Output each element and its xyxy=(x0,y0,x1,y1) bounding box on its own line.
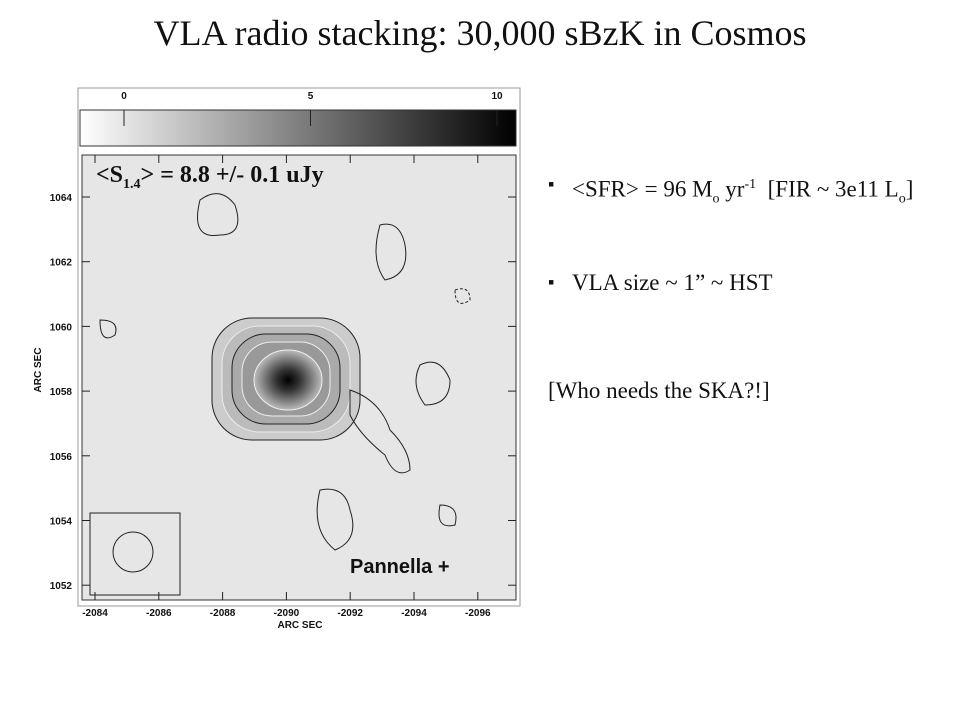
y-tick-label: 1054 xyxy=(50,517,73,528)
text: ] xyxy=(905,176,914,202)
central-source xyxy=(211,317,411,474)
subscript: o xyxy=(712,191,720,207)
text: VLA size ~ 1” ~ HST xyxy=(572,270,773,295)
contours xyxy=(89,193,471,596)
x-tick-label: -2096 xyxy=(465,608,491,619)
y-tick-label: 1064 xyxy=(50,193,73,204)
x-tick-label: -2084 xyxy=(82,608,108,619)
note: [Who needs the SKA?!] xyxy=(548,378,770,403)
x-tick-label: -2086 xyxy=(146,608,172,619)
slide-title: VLA radio stacking: 30,000 sBzK in Cosmo… xyxy=(153,13,807,53)
colorbar-tick-label: 5 xyxy=(308,91,314,102)
credit: Pannella + xyxy=(350,556,450,578)
x-tick-label: -2090 xyxy=(274,608,300,619)
text: yr xyxy=(719,176,745,202)
y-tick-label: 1060 xyxy=(50,322,73,333)
text: > = 8.8 +/- 0.1 uJy xyxy=(140,162,324,188)
subscript: o xyxy=(898,191,906,207)
y-tick-label: 1052 xyxy=(50,581,73,592)
x-tick-label: -2094 xyxy=(401,608,427,619)
subscript: 1.4 xyxy=(123,176,141,192)
flux-label: <S1.4> = 8.8 +/- 0.1 uJy xyxy=(96,162,324,193)
y-tick-label: 1062 xyxy=(50,258,73,269)
colorbar xyxy=(79,109,517,147)
x-tick-label: -2088 xyxy=(210,608,236,619)
superscript: -1 xyxy=(744,177,757,192)
map-frame xyxy=(81,154,517,601)
bullet: VLA size ~ 1” ~ HST xyxy=(548,264,943,301)
text: <SFR> = 96 M xyxy=(572,176,713,202)
x-axis-label: ARC SEC xyxy=(277,620,322,631)
bullet: <SFR> = 96 Mo yr-1 [FIR ~ 3e11 Lo] xyxy=(548,166,943,217)
y-axis-label: ARC SEC xyxy=(33,347,44,392)
y-tick-label: 1056 xyxy=(50,452,73,463)
y-tick-label: 1058 xyxy=(50,387,73,398)
colorbar-tick-label: 0 xyxy=(121,91,127,102)
x-tick-label: -2092 xyxy=(337,608,363,619)
text: <S xyxy=(96,162,124,188)
colorbar-tick-label: 10 xyxy=(491,91,503,102)
text: [FIR ~ 3e11 L xyxy=(756,176,899,202)
